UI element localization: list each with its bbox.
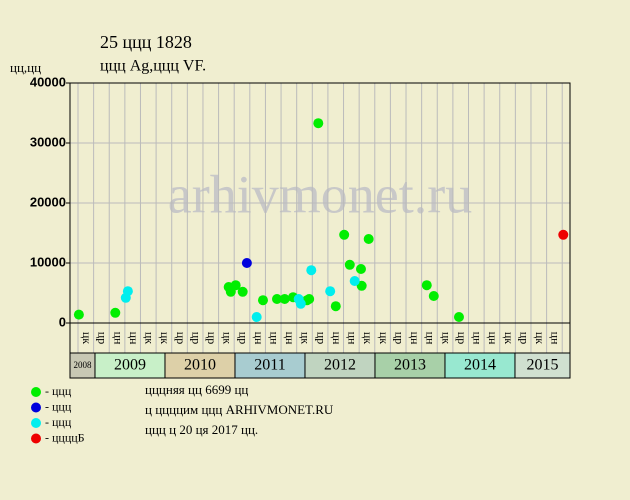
legend-marker bbox=[31, 433, 41, 444]
year-band bbox=[444, 352, 516, 379]
column-label: цк bbox=[80, 332, 94, 344]
x-tick-label: 2012 bbox=[324, 357, 356, 374]
column-label: цр bbox=[392, 332, 406, 344]
year-band bbox=[374, 352, 446, 379]
chart-subtitle: ццц Ag,ццц VF. bbox=[100, 58, 206, 75]
legend-marker bbox=[31, 402, 41, 413]
note: цццняя цц 6699 цц bbox=[145, 382, 248, 397]
x-tick-label: 2011 bbox=[254, 357, 285, 374]
column-label: цк bbox=[361, 332, 375, 344]
point bbox=[558, 229, 569, 240]
point bbox=[339, 229, 350, 240]
year-band bbox=[94, 352, 166, 379]
year-band bbox=[304, 352, 376, 379]
x-tick-label: 2009 bbox=[114, 357, 146, 374]
column-label: цн bbox=[471, 332, 485, 345]
legend-marker bbox=[31, 418, 41, 428]
point bbox=[304, 294, 315, 304]
point bbox=[306, 265, 317, 276]
column-label: цр bbox=[205, 332, 219, 344]
point bbox=[355, 264, 366, 274]
point bbox=[356, 280, 367, 291]
watermark: arhivmonet.ru bbox=[168, 164, 472, 224]
column-label: цк bbox=[377, 332, 391, 344]
column-label: цр bbox=[314, 332, 328, 344]
x-tick-label: 2014 bbox=[464, 357, 496, 374]
point bbox=[313, 118, 324, 129]
legend-marker bbox=[31, 387, 41, 397]
y-tick-label: 0 bbox=[59, 314, 66, 329]
point bbox=[237, 286, 248, 297]
x-tick-label: 2015 bbox=[526, 357, 558, 374]
point bbox=[330, 301, 341, 312]
column-label: цр bbox=[174, 332, 188, 344]
point bbox=[73, 309, 84, 320]
column-label: цн bbox=[111, 332, 125, 345]
legend-label: - ццц bbox=[45, 384, 72, 398]
legend-label: - ццц bbox=[45, 399, 72, 413]
x-tick-label: 2010 bbox=[184, 357, 216, 374]
x-tick-label: 2008 bbox=[73, 360, 92, 370]
column-label: цк bbox=[143, 332, 157, 344]
y-tick-label: 10000 bbox=[30, 254, 66, 269]
legend-label: - ццццБ bbox=[45, 430, 85, 444]
note: ц ццццим ццц ARHIVMONET.RU bbox=[145, 402, 334, 417]
column-label: цн bbox=[486, 332, 500, 345]
y-tick-label: 30000 bbox=[30, 134, 66, 149]
column-label: цк bbox=[221, 332, 235, 344]
x-tick-label: 2013 bbox=[394, 357, 426, 374]
column-label: цн bbox=[408, 332, 422, 345]
y-axis-label: цц,цц bbox=[10, 60, 41, 75]
column-label: цн bbox=[268, 332, 282, 345]
column-label: цн bbox=[346, 332, 360, 345]
column-label: цн bbox=[283, 332, 297, 345]
column-label: цк bbox=[439, 332, 453, 344]
column-label: цн bbox=[127, 332, 141, 345]
year-band bbox=[164, 352, 236, 379]
point bbox=[110, 307, 121, 318]
point bbox=[241, 258, 252, 268]
plot-border bbox=[69, 82, 571, 324]
column-label: цн bbox=[330, 332, 344, 345]
column-label: цн bbox=[252, 332, 266, 345]
y-tick-label: 40000 bbox=[30, 74, 66, 89]
column-label: цн bbox=[424, 332, 438, 345]
column-label: цк bbox=[299, 332, 313, 344]
note: ццц ц 20 ця 2017 цц. bbox=[145, 422, 258, 437]
point bbox=[428, 291, 439, 301]
point bbox=[230, 280, 241, 291]
point bbox=[251, 312, 262, 322]
column-label: цк bbox=[533, 332, 547, 344]
point bbox=[421, 280, 432, 291]
point bbox=[257, 295, 268, 306]
point bbox=[453, 312, 464, 322]
column-label: цк bbox=[502, 332, 516, 344]
legend-label: - ццц bbox=[45, 415, 72, 429]
y-tick-label: 20000 bbox=[30, 194, 66, 209]
point bbox=[344, 259, 355, 270]
year-band bbox=[514, 352, 571, 379]
column-label: цр bbox=[455, 332, 469, 344]
point bbox=[349, 276, 360, 286]
point bbox=[295, 298, 306, 309]
column-label: цр bbox=[96, 332, 110, 344]
point bbox=[325, 286, 336, 297]
point bbox=[279, 294, 290, 304]
column-label: цн bbox=[549, 332, 563, 345]
point bbox=[363, 234, 374, 244]
point bbox=[120, 292, 131, 303]
year-band bbox=[234, 352, 306, 379]
column-label: цр bbox=[189, 332, 203, 344]
column-label: цр bbox=[517, 332, 531, 344]
column-label: цк bbox=[158, 332, 172, 344]
chart-title: 25 ццц 1828 bbox=[100, 32, 192, 52]
point bbox=[271, 294, 282, 304]
column-label: цр bbox=[236, 332, 250, 344]
